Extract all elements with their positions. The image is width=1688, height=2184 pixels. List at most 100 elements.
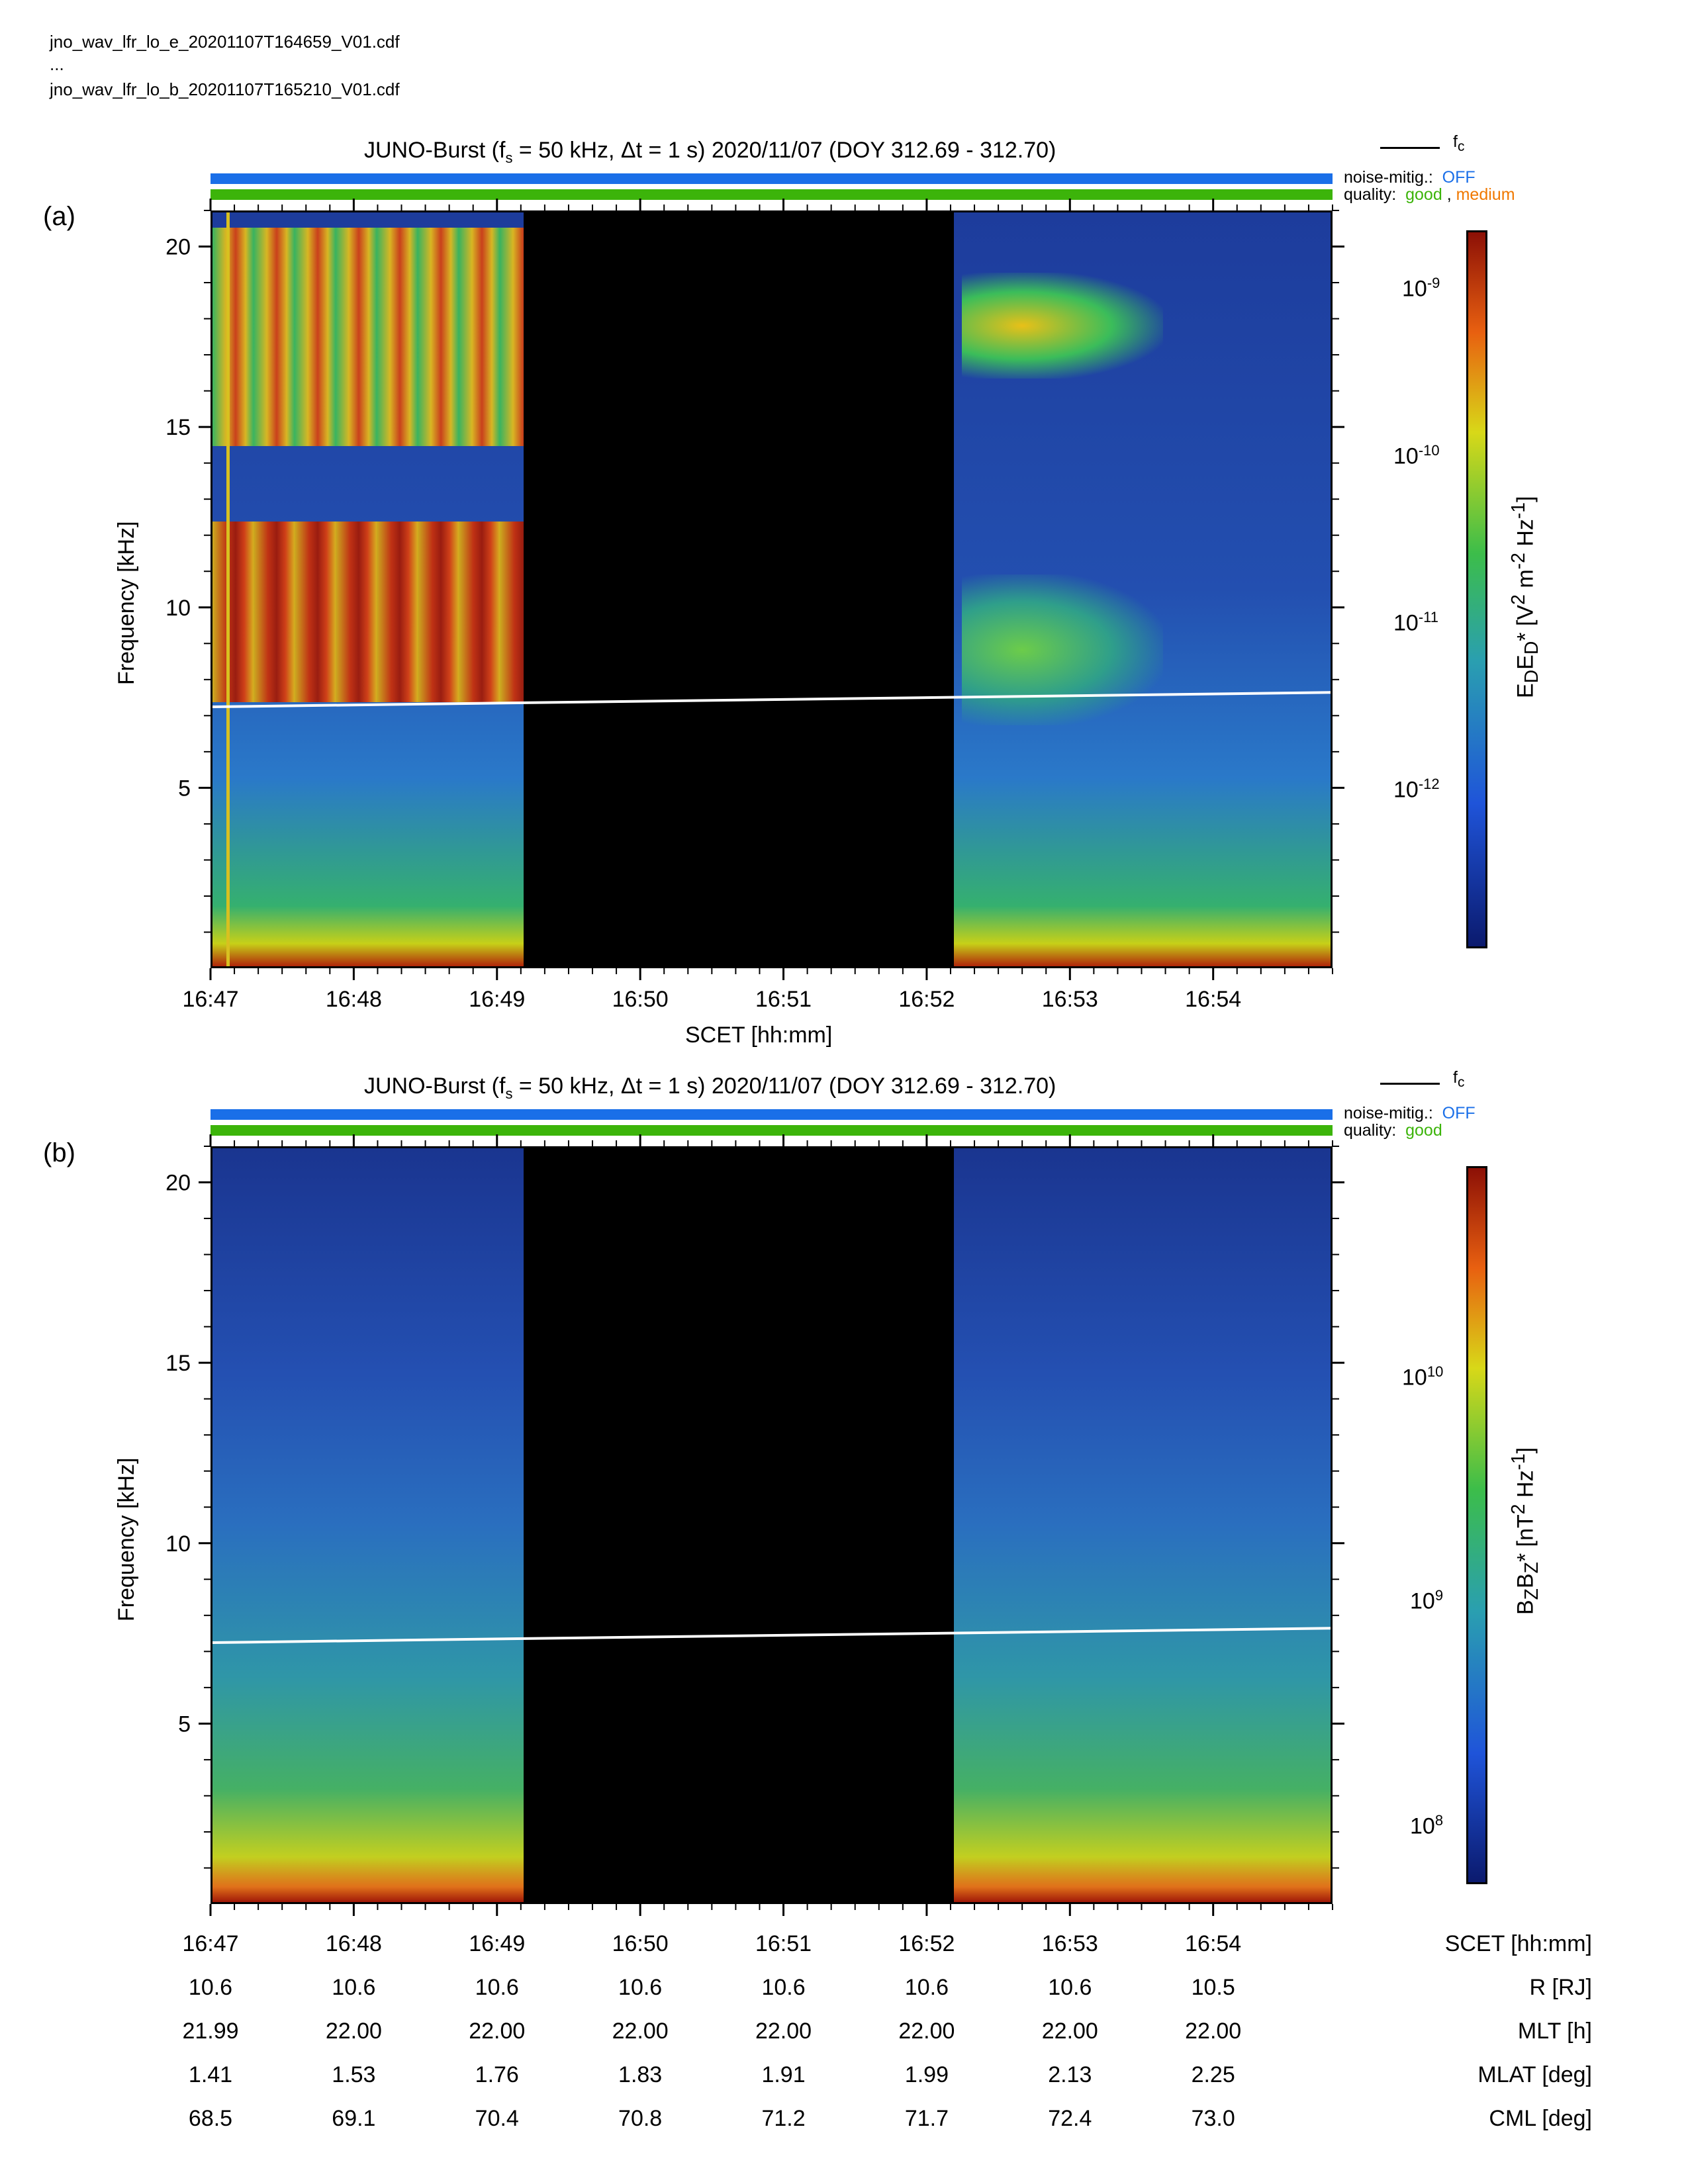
ephemeris-row-label-0: SCET [hh:mm] [1444, 1931, 1592, 1956]
ephemeris-cell-2-1: 22.00 [325, 2019, 382, 2044]
ephemeris-row-label-2: MLT [h] [1517, 2019, 1592, 2044]
panel-b-ytick-label-2: 10 [165, 1531, 191, 1557]
emission-band-high-a [212, 227, 526, 447]
ephemeris-cell-2-6: 22.00 [1041, 2019, 1098, 2044]
ephemeris-cell-3-4: 1.91 [761, 2062, 806, 2087]
noise-bar-b [211, 1109, 1333, 1120]
panel-a-ytick-label-0: 20 [165, 235, 191, 260]
y-axis-label-b: Frequency [kHz] [114, 1457, 139, 1621]
ephemeris-cell-2-3: 22.00 [612, 2019, 669, 2044]
noise-status-b: noise-mitig.: OFF [1344, 1104, 1476, 1122]
ephemeris-cell-4-0: 68.5 [188, 2106, 233, 2131]
panel-b-title: JUNO-Burst (fs = 50 kHz, Δt = 1 s) 2020/… [364, 1073, 1056, 1102]
panel-a-xtick-label-2: 16:49 [469, 987, 525, 1012]
colorbar-a-tick-0: 10-9 [1402, 275, 1440, 302]
ephemeris-cell-1-1: 10.6 [332, 1975, 376, 2000]
patchy-emission-lower-a [961, 574, 1163, 725]
ephemeris-cell-0-4: 16:51 [755, 1931, 812, 1956]
data-gap-b [524, 1148, 954, 1902]
panel-a-xtick-label-5: 16:52 [898, 987, 955, 1012]
ephemeris-cell-0-6: 16:53 [1041, 1931, 1098, 1956]
x-axis-label-a: SCET [hh:mm] [685, 1023, 833, 1048]
ephemeris-cell-4-7: 73.0 [1191, 2106, 1235, 2131]
colorbar-a-tick-2: 10-11 [1393, 609, 1438, 636]
panel-a-xtick-label-1: 16:48 [326, 987, 382, 1012]
colorbar-b-tick-2: 108 [1410, 1812, 1444, 1839]
ephemeris-cell-3-6: 2.13 [1048, 2062, 1092, 2087]
ephemeris-cell-2-0: 21.99 [182, 2019, 239, 2044]
ephemeris-cell-3-2: 1.76 [475, 2062, 519, 2087]
patchy-emission-upper-a [961, 273, 1163, 379]
quality-bar-a [211, 189, 1333, 200]
colorbar-b-tick-0: 1010 [1402, 1363, 1444, 1390]
colorbar-a [1466, 230, 1487, 948]
ephemeris-cell-1-5: 10.6 [904, 1975, 949, 2000]
panel-b-ytick-label-0: 20 [165, 1171, 191, 1196]
panel-a-xtick-label-7: 16:54 [1185, 987, 1241, 1012]
ephemeris-cell-3-7: 2.25 [1191, 2062, 1235, 2087]
ephemeris-row-label-3: MLAT [deg] [1477, 2062, 1592, 2087]
ephemeris-cell-1-0: 10.6 [188, 1975, 233, 2000]
ephemeris-cell-2-2: 22.00 [469, 2019, 526, 2044]
ephemeris-cell-1-6: 10.6 [1048, 1975, 1092, 2000]
file-name-b: jno_wav_lfr_lo_b_20201107T165210_V01.cdf [50, 79, 400, 99]
ephemeris-cell-4-1: 69.1 [332, 2106, 376, 2131]
quality-status-a: quality: good , medium [1344, 185, 1515, 204]
noise-status-a: noise-mitig.: OFF [1344, 168, 1476, 187]
panel-a-title: JUNO-Burst (fs = 50 kHz, Δt = 1 s) 2020/… [364, 138, 1056, 166]
panel-b-ytick-label-3: 5 [178, 1711, 191, 1737]
panel-a-label: (a) [43, 202, 75, 231]
panel-b-label: (b) [43, 1138, 75, 1167]
ephemeris-cell-2-5: 22.00 [898, 2019, 955, 2044]
ephemeris-cell-0-0: 16:47 [182, 1931, 239, 1956]
ephemeris-cell-3-3: 1.83 [618, 2062, 663, 2087]
ephemeris-cell-1-3: 10.6 [618, 1975, 663, 2000]
ephemeris-cell-4-3: 70.8 [618, 2106, 663, 2131]
quality-status-b: quality: good [1344, 1121, 1442, 1140]
emission-band-mid-a [212, 521, 526, 703]
ephemeris-cell-3-0: 1.41 [188, 2062, 233, 2087]
ephemeris-cell-4-6: 72.4 [1048, 2106, 1092, 2131]
vertical-spike-a [226, 212, 230, 966]
colorbar-a-tick-1: 10-10 [1393, 442, 1440, 469]
fc-legend-label-b: fc [1453, 1068, 1465, 1090]
ephemeris-row-label-1: R [RJ] [1529, 1975, 1592, 2000]
ephemeris-cell-4-4: 71.2 [761, 2106, 806, 2131]
panel-a-ytick-label-3: 5 [178, 776, 191, 801]
panel-a-ytick-label-1: 15 [165, 415, 191, 440]
ephemeris-cell-2-4: 22.00 [755, 2019, 812, 2044]
file-name-ellipsis: ... [50, 54, 64, 74]
data-gap-a [524, 212, 954, 966]
ephemeris-cell-0-2: 16:49 [469, 1931, 526, 1956]
fc-line-b [212, 1627, 1331, 1644]
panel-b-ytick-label-1: 15 [165, 1351, 191, 1376]
colorbar-b-tick-1: 109 [1410, 1587, 1444, 1614]
spectrogram-b [211, 1146, 1333, 1904]
axes-a: 20 15 10 5 16:47 16:48 16:49 16:50 16:51 16:52 16:… [165, 199, 1344, 1012]
spectrogram-a [211, 210, 1333, 968]
panel-a-xtick-label-3: 16:50 [612, 987, 669, 1012]
colorbar-b-label: BZBZ* [nT2 Hz-1] [1508, 1447, 1543, 1615]
panel-a-ytick-label-2: 10 [165, 596, 191, 621]
ephemeris-cell-0-3: 16:50 [612, 1931, 669, 1956]
fc-legend-label-a: fc [1453, 132, 1465, 154]
ephemeris-cell-1-2: 10.6 [475, 1975, 519, 2000]
colorbar-a-tick-3: 10-12 [1393, 776, 1440, 803]
ephemeris-cell-0-1: 16:48 [325, 1931, 382, 1956]
ephemeris-cell-4-2: 70.4 [475, 2106, 519, 2131]
ephemeris-cell-1-7: 10.5 [1191, 1975, 1235, 2000]
ephemeris-cell-2-7: 22.00 [1185, 2019, 1242, 2044]
panel-a-xtick-label-6: 16:53 [1042, 987, 1098, 1012]
file-name-e: jno_wav_lfr_lo_e_20201107T164659_V01.cdf [50, 32, 400, 52]
ephemeris-cell-3-5: 1.99 [904, 2062, 949, 2087]
fc-legend-line-b [1380, 1083, 1440, 1085]
noise-bar-a [211, 173, 1333, 184]
fc-line-a [212, 691, 1331, 708]
ephemeris-cell-3-1: 1.53 [332, 2062, 376, 2087]
ephemeris-cell-1-4: 10.6 [761, 1975, 806, 2000]
fc-legend-line-a [1380, 147, 1440, 149]
ephemeris-cell-0-7: 16:54 [1185, 1931, 1242, 1956]
panel-a-xtick-label-0: 16:47 [182, 987, 238, 1012]
panel-a-xtick-label-4: 16:51 [755, 987, 812, 1012]
